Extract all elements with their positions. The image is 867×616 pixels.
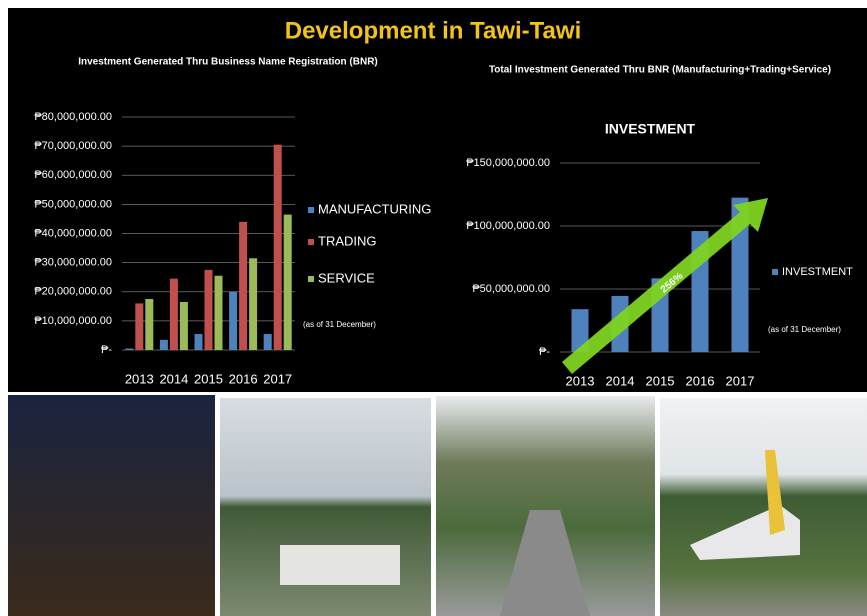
photo-hotel [8,395,215,616]
slide-title: Development in Tawi-Tawi [285,17,581,44]
x-tick-label: 2017 [726,373,755,388]
bar [229,292,237,350]
bar [239,222,247,350]
bar [145,299,153,350]
bar [205,270,213,350]
y-tick-label: ₱150,000,000.00 [466,157,550,169]
bar [274,145,282,350]
bar [215,276,223,350]
legend-label: INVESTMENT [782,266,853,278]
legend-swatch [308,239,314,245]
x-tick-label: 2013 [125,371,154,386]
chart-title: Investment Generated Thru Business Name … [78,57,378,68]
y-tick-label: ₱40,000,000.00 [34,227,112,239]
y-tick-label: ₱100,000,000.00 [466,220,550,232]
x-tick-label: 2016 [686,373,715,388]
bar [180,302,188,350]
bar [195,334,203,350]
y-tick-label: ₱60,000,000.00 [34,169,112,181]
y-tick-label: ₱30,000,000.00 [34,257,112,269]
chart-title: Total Investment Generated Thru BNR (Man… [489,65,831,76]
chart-subtitle: INVESTMENT [605,121,696,137]
legend-label: MANUFACTURING [318,201,431,216]
y-tick-label: ₱- [539,346,550,358]
y-tick-label: ₱10,000,000.00 [34,315,112,327]
y-tick-label: ₱- [101,344,112,356]
x-tick-label: 2013 [566,373,595,388]
bar [284,215,292,350]
y-tick-label: ₱20,000,000.00 [34,286,112,298]
photo-airport [660,398,867,616]
bar [249,258,257,350]
annotation: (as of 31 December) [768,325,841,334]
bar [135,303,143,350]
legend-label: SERVICE [318,270,375,285]
y-tick-label: ₱50,000,000.00 [472,283,550,295]
x-tick-label: 2014 [159,371,188,386]
x-tick-label: 2014 [606,373,635,388]
legend-swatch [308,276,314,282]
y-tick-label: ₱50,000,000.00 [34,198,112,210]
x-tick-label: 2015 [646,373,675,388]
bar [170,279,178,350]
legend-swatch [308,207,314,213]
y-tick-label: ₱70,000,000.00 [34,140,112,152]
legend-label: TRADING [318,233,377,248]
photo-detail [280,545,400,585]
legend-swatch [772,269,778,275]
bar [264,334,272,350]
x-tick-label: 2017 [263,371,292,386]
x-tick-label: 2016 [229,371,258,386]
x-tick-label: 2015 [194,371,223,386]
slide: Development in Tawi-Tawi Investment Gene… [0,0,867,616]
annotation: (as of 31 December) [303,320,376,329]
y-tick-label: ₱80,000,000.00 [34,111,112,123]
bar [125,349,133,350]
bar [160,340,168,350]
